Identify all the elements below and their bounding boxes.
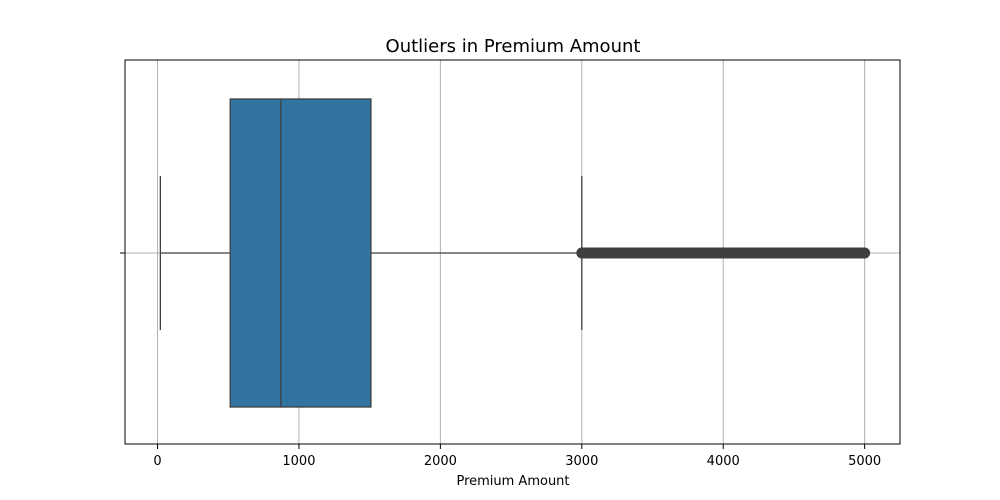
plot-frame [124, 59, 901, 445]
x-tick-label-3000: 3000 [565, 454, 598, 469]
iqr-box [229, 98, 372, 408]
x-tick-label-0: 0 [153, 454, 161, 469]
x-axis-label: Premium Amount [456, 474, 569, 489]
box-plot [159, 98, 871, 408]
x-tick-label-1000: 1000 [282, 454, 315, 469]
x-tick-label-5000: 5000 [848, 454, 881, 469]
x-axis-ticks: 0 1000 2000 3000 4000 5000 [120, 252, 881, 469]
x-tick-label-4000: 4000 [707, 454, 740, 469]
x-tick-label-2000: 2000 [424, 454, 457, 469]
chart-title: Outliers in Premium Amount [386, 36, 641, 57]
